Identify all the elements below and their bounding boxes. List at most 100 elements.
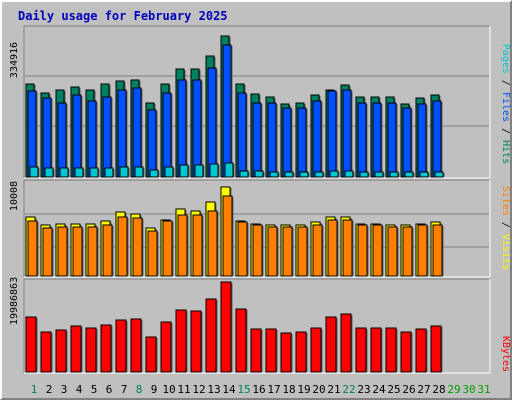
chart-title: Daily usage for February 2025 (18, 9, 228, 23)
bar-kbytes-day-18 (280, 332, 292, 373)
x-tick-day-26: 26 (402, 383, 415, 396)
bar-sites-day-13 (207, 210, 218, 277)
bar-files-day-17 (267, 102, 277, 178)
x-tick-day-18: 18 (282, 383, 295, 396)
bar-files-day-6 (102, 96, 112, 178)
bar-pages-day-1 (29, 166, 39, 178)
bar-pages-day-9 (149, 169, 159, 178)
y-max-label: 10008 (9, 181, 20, 211)
x-tick-day-19: 19 (297, 383, 310, 396)
x-tick-day-6: 6 (106, 383, 113, 396)
bar-files-day-2 (42, 97, 52, 178)
legend-kbytes: KBytes (500, 336, 511, 372)
bar-files-day-23 (357, 102, 367, 178)
legend-item: Pages (500, 44, 511, 74)
bar-files-day-9 (147, 109, 157, 178)
bar-sites-day-5 (87, 226, 98, 277)
panel-kbytes: 19986863 KBytes (9, 277, 511, 374)
bar-files-day-4 (72, 94, 82, 178)
x-tick-day-30: 30 (462, 383, 475, 396)
x-tick-day-22: 22 (342, 383, 355, 396)
series-pages (29, 162, 445, 178)
bar-sites-day-11 (177, 214, 188, 277)
bar-sites-day-22 (342, 219, 353, 277)
x-tick-day-1: 1 (31, 383, 38, 396)
legend-traffic: Pages / Files / Hits (500, 44, 511, 164)
x-tick-day-13: 13 (207, 383, 220, 396)
bar-kbytes-day-21 (325, 316, 337, 373)
bar-sites-day-21 (327, 219, 338, 277)
x-axis-labels: 1 2 3 4 5 6 7 8 9 10 11 12 13 14 15 16 17 18 19 20 21 22 23 24 2… (31, 383, 491, 396)
bar-kbytes-day-22 (340, 313, 352, 373)
bar-sites-day-18 (282, 226, 293, 277)
bar-pages-day-24 (374, 171, 384, 178)
bar-pages-day-13 (209, 163, 219, 178)
bar-sites-day-2 (42, 227, 53, 277)
bar-pages-day-10 (164, 166, 174, 178)
bar-sites-day-23 (357, 224, 368, 277)
bar-sites-day-15 (237, 221, 248, 277)
bar-files-day-1 (27, 90, 37, 178)
x-tick-day-31: 31 (477, 383, 490, 396)
bar-sites-day-24 (372, 224, 383, 277)
bar-pages-day-11 (179, 164, 189, 178)
x-tick-day-2: 2 (46, 383, 53, 396)
bar-sites-day-28 (432, 224, 443, 277)
bar-kbytes-day-12 (190, 310, 202, 373)
bar-sites-day-14 (222, 195, 233, 277)
panel-traffic: 334916 Pages / Files / Hits (9, 25, 511, 179)
bar-sites-day-6 (102, 224, 113, 277)
series-files (27, 44, 443, 178)
bar-files-day-13 (207, 67, 217, 178)
bar-sites-day-26 (402, 226, 413, 277)
x-tick-day-5: 5 (91, 383, 98, 396)
y-max-label: 334916 (9, 42, 20, 78)
legend-item: Visits (500, 234, 511, 270)
bar-sites-day-16 (252, 224, 263, 277)
bar-kbytes-day-11 (175, 309, 187, 373)
bar-pages-day-20 (314, 171, 324, 178)
bar-kbytes-day-4 (70, 325, 82, 373)
bar-sites-day-10 (162, 220, 173, 277)
bar-pages-day-15 (239, 170, 249, 178)
bar-pages-day-2 (44, 167, 54, 178)
x-tick-day-12: 12 (192, 383, 205, 396)
bar-files-day-22 (342, 89, 352, 178)
bar-pages-day-19 (299, 171, 309, 178)
legend-item: / (500, 122, 511, 140)
bar-kbytes-day-23 (355, 327, 367, 373)
bar-pages-day-18 (284, 171, 294, 178)
legend-item: Files (500, 92, 511, 122)
x-tick-day-27: 27 (417, 383, 430, 396)
x-tick-day-8: 8 (136, 383, 143, 396)
legend-item: KBytes (500, 336, 511, 372)
bar-pages-day-25 (389, 171, 399, 178)
bar-sites-day-7 (117, 216, 128, 277)
x-tick-day-21: 21 (327, 383, 340, 396)
x-tick-day-4: 4 (76, 383, 83, 396)
bar-kbytes-day-17 (265, 328, 277, 373)
x-tick-day-7: 7 (121, 383, 128, 396)
bar-files-day-24 (372, 102, 382, 178)
x-tick-day-3: 3 (61, 383, 68, 396)
bar-pages-day-26 (404, 171, 414, 178)
bar-kbytes-day-16 (250, 328, 262, 373)
bar-files-day-5 (87, 100, 97, 178)
bar-files-day-25 (387, 102, 397, 178)
bar-files-day-8 (132, 87, 142, 178)
x-tick-day-17: 17 (267, 383, 280, 396)
bar-kbytes-day-2 (40, 331, 52, 373)
bar-kbytes-day-28 (430, 325, 442, 373)
bar-files-day-16 (252, 102, 262, 178)
x-tick-day-9: 9 (151, 383, 158, 396)
bar-sites-day-8 (132, 217, 143, 277)
x-tick-day-10: 10 (162, 383, 175, 396)
bar-sites-day-19 (297, 226, 308, 277)
bar-sites-day-25 (387, 226, 398, 277)
bar-sites-day-12 (192, 214, 203, 277)
bar-sites-day-3 (57, 226, 68, 277)
x-tick-day-29: 29 (447, 383, 460, 396)
panel-visitors: 10008 Sites / Visits (9, 179, 511, 278)
bar-pages-day-8 (134, 166, 144, 178)
